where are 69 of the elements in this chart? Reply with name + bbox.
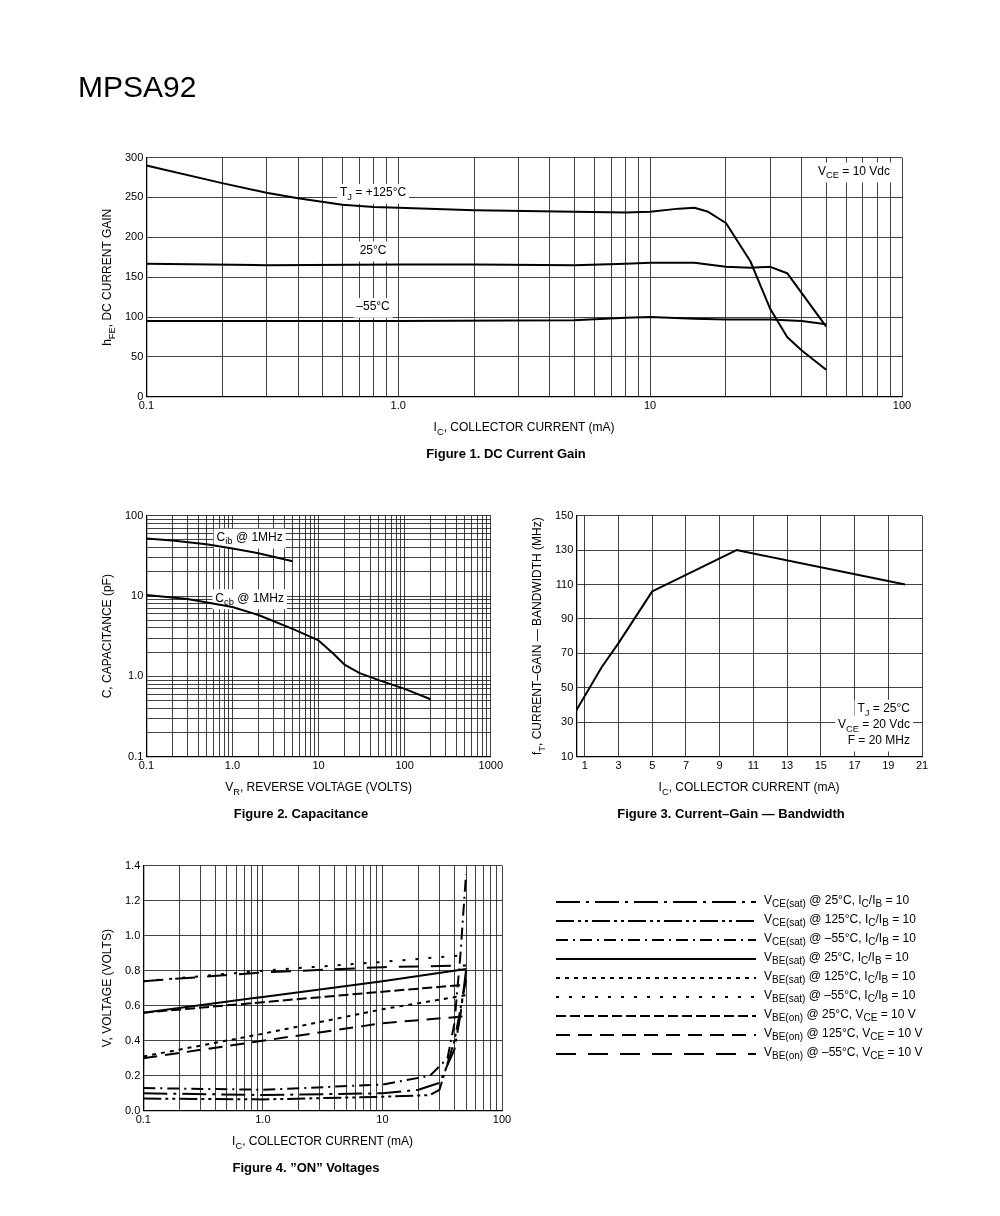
y-tick-label: 30 (561, 715, 574, 728)
text: Figure 3. Current–Gain — Bandwidth (616, 806, 846, 821)
y-tick-label: 0.4 (124, 1033, 141, 1046)
y-tick-label: 10 (131, 589, 144, 602)
x-tick-label: 15 (814, 759, 827, 772)
y-tick-label: 300 (124, 150, 144, 163)
legend-label: V$_{BE(sat)}$ @ 125°C, I$_{C}$/I$_{B}$ = 10 (764, 969, 916, 986)
y-axis-title: hFE, DC CURRENT GAIN (100, 208, 117, 346)
series-label: –55°C (356, 299, 391, 314)
text: Figure 1. DC Current Gain (425, 446, 587, 461)
y-tick-label: 100 (124, 508, 144, 521)
legend-label: V$_{CE(sat)}$ @ 25°C, I$_{C}$/I$_{B}$ = 10 (764, 893, 910, 910)
y-tick-label: 0.8 (124, 963, 141, 976)
x-tick-label: 100 (892, 399, 912, 412)
y-tick-label: 110 (555, 577, 574, 590)
x-tick-label: 1.0 (390, 399, 406, 412)
x-tick-label: 1 (581, 759, 588, 772)
x-tick-label: 10 (312, 759, 325, 772)
y-tick-label: 150 (124, 270, 144, 283)
y-tick-label: 1.4 (124, 858, 141, 871)
legend-label: V$_{BE(on)}$ @ 125°C, V$_{CE}$ = 10 V (764, 1026, 923, 1043)
x-tick-label: 1.0 (224, 759, 241, 772)
y-tick-label: 0.2 (124, 1068, 141, 1081)
x-tick-label: 9 (716, 759, 723, 772)
y-axis-title: C, CAPACITANCE (pF) (100, 574, 115, 699)
y-tick-label: 50 (561, 680, 574, 693)
x-tick-label: 100 (492, 1113, 512, 1126)
x-tick-label: 13 (780, 759, 794, 772)
x-tick-label: 17 (848, 759, 861, 772)
y-tick-label: 0.0 (124, 1103, 141, 1116)
x-tick-label: 21 (915, 759, 929, 772)
legend-label: V$_{CE(sat)}$ @ –55°C, I$_{C}$/I$_{B}$ = 10 (764, 931, 916, 948)
y-tick-label: 50 (131, 349, 144, 362)
y-tick-label: 90 (561, 612, 574, 624)
y-tick-label: 200 (124, 230, 144, 243)
x-tick-label: 3 (615, 759, 622, 772)
y-tick-label: 100 (124, 310, 144, 323)
y-axis-title: V, VOLTAGE (VOLTS) (100, 929, 115, 1048)
y-axis-title: fT, CURRENT–GAIN — BANDWIDTH (MHz) (530, 517, 547, 756)
x-tick-label: 19 (882, 759, 895, 772)
y-tick-label: 0.1 (128, 749, 144, 762)
y-tick-label: 10 (561, 749, 574, 762)
x-tick-label: 5 (649, 759, 656, 772)
legend-label: V$_{BE(on)}$ @ –55°C, V$_{CE}$ = 10 V (764, 1045, 923, 1062)
text: Figure 2. Capacitance (232, 806, 370, 821)
legend-label: V$_{BE(sat)}$ @ –55°C, I$_{C}$/I$_{B}$ = 10 (764, 988, 916, 1005)
annotation: F = 20 MHz (847, 733, 911, 748)
legend-label: V$_{CE(sat)}$ @ 125°C, I$_{C}$/I$_{B}$ = 10 (764, 912, 916, 929)
y-tick-label: 130 (554, 543, 574, 556)
y-tick-label: 250 (124, 190, 144, 203)
x-tick-label: 1.0 (255, 1113, 271, 1126)
y-tick-label: 70 (561, 646, 574, 659)
legend-label: V$_{BE(sat)}$ @ 25°C, I$_{C}$/I$_{B}$ = 10 (764, 950, 909, 967)
legend-label: V$_{BE(on)}$ @ 25°C, V$_{CE}$ = 10 V (764, 1007, 916, 1024)
y-tick-label: 0.6 (124, 998, 141, 1011)
x-tick-label: 1000 (478, 759, 504, 772)
y-tick-label: 1.0 (128, 669, 144, 682)
x-tick-label: 100 (395, 759, 414, 772)
x-tick-label: 10 (643, 399, 657, 412)
text: MPSA92 (78, 70, 197, 104)
x-tick-label: 10 (376, 1113, 389, 1126)
y-tick-label: 1.0 (124, 928, 141, 941)
y-tick-label: 150 (554, 508, 574, 521)
series-label: 25°C (359, 242, 387, 257)
x-tick-label: 7 (682, 759, 690, 772)
x-tick-label: 11 (747, 759, 760, 772)
text: Figure 4. ”ON” Voltages (231, 1160, 381, 1175)
y-tick-label: 1.2 (124, 893, 141, 906)
y-tick-label: 0 (137, 389, 144, 402)
